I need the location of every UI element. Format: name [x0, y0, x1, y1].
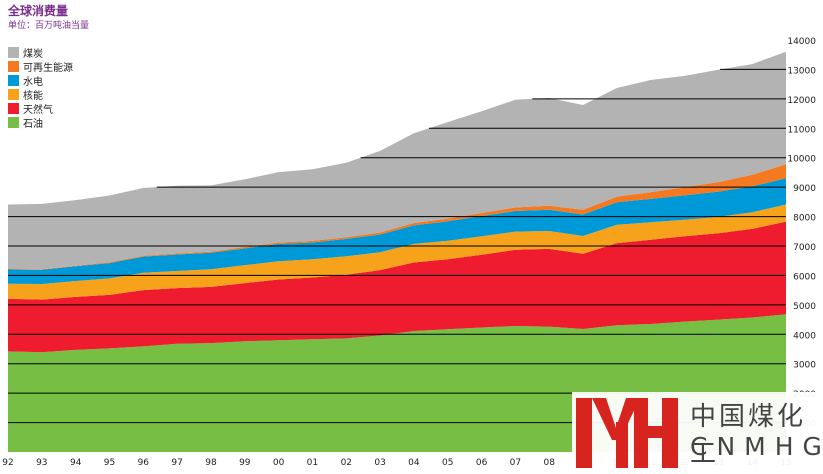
watermark-cn: 中国煤化工 — [690, 402, 807, 469]
legend-swatch — [8, 75, 19, 86]
legend-swatch — [8, 61, 19, 72]
y-tick-label: 13000 — [787, 66, 816, 76]
area-series-3 — [8, 178, 786, 284]
legend-label: 石油 — [23, 117, 43, 130]
x-tick-label: 96 — [138, 458, 150, 468]
x-tick-label: 00 — [273, 458, 285, 468]
chart-title: 全球消费量 — [8, 4, 69, 18]
y-tick-label: 11000 — [787, 125, 816, 135]
legend-label: 煤炭 — [23, 47, 43, 60]
x-tick-label: 05 — [442, 458, 453, 468]
y-tick-label: 8000 — [793, 214, 816, 224]
x-tick-label: 95 — [104, 458, 115, 468]
legend-label: 可再生能源 — [23, 61, 73, 74]
y-tick-label: 9000 — [793, 184, 816, 194]
y-tick-label: 14000 — [787, 37, 816, 47]
chart-subtitle: 单位：百万吨油当量 — [8, 21, 90, 31]
y-tick-label: 7000 — [793, 243, 816, 253]
x-tick-label: 04 — [408, 458, 420, 468]
legend-swatch — [8, 89, 19, 100]
legend-swatch — [8, 117, 19, 128]
area-series-1 — [8, 221, 786, 353]
area-series-5 — [8, 51, 786, 270]
x-tick-label: 02 — [341, 458, 352, 468]
x-tick-label: 07 — [510, 458, 521, 468]
x-tick-label: 97 — [171, 458, 182, 468]
y-tick-label: 6000 — [793, 272, 816, 282]
x-tick-label: 03 — [374, 458, 385, 468]
x-tick-label: 06 — [476, 458, 488, 468]
x-tick-label: 99 — [239, 458, 251, 468]
y-tick-label: 12000 — [787, 96, 816, 106]
x-tick-label: 93 — [36, 458, 47, 468]
x-tick-label: 98 — [205, 458, 217, 468]
legend-swatch — [8, 47, 19, 58]
legend-label: 核能 — [23, 89, 43, 102]
cnmhg-logo-icon — [576, 398, 678, 468]
x-tick-label: 01 — [307, 458, 318, 468]
x-tick-label: 08 — [543, 458, 555, 468]
legend-label: 天然气 — [23, 103, 53, 116]
watermark-en: CNMHG — [690, 432, 823, 461]
y-tick-label: 10000 — [787, 155, 816, 165]
y-tick-label: 4000 — [793, 331, 816, 341]
y-tick-label: 3000 — [793, 361, 816, 371]
x-tick-label: 92 — [2, 458, 13, 468]
x-tick-label: 94 — [70, 458, 82, 468]
watermark-logo: 中国煤化工 CNMHG — [572, 392, 823, 472]
legend-label: 水电 — [23, 75, 43, 88]
y-tick-label: 5000 — [793, 302, 816, 312]
legend-swatch — [8, 103, 19, 114]
